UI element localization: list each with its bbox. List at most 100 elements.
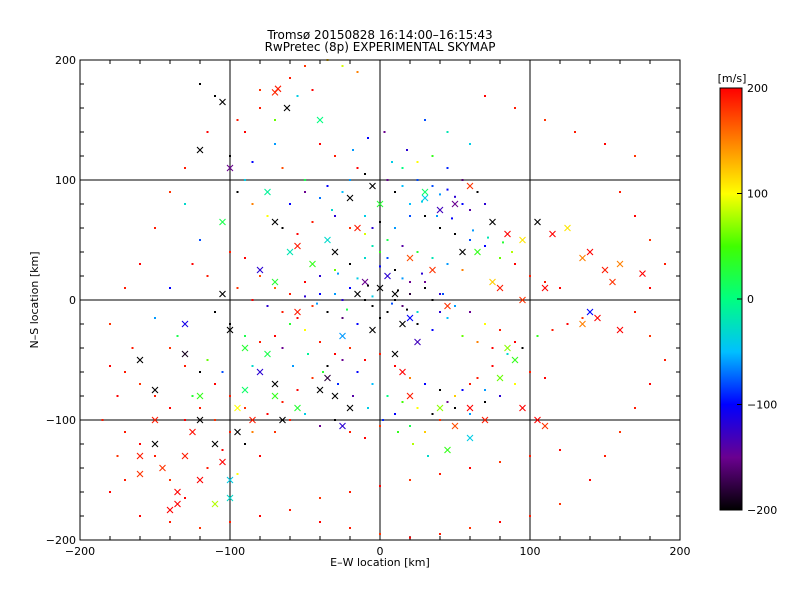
dot-marker bbox=[551, 329, 554, 331]
dot-marker bbox=[311, 377, 314, 379]
dot-marker bbox=[289, 77, 291, 79]
cross-marker bbox=[226, 494, 234, 502]
cross-marker bbox=[496, 374, 504, 382]
dot-marker bbox=[334, 419, 336, 421]
dot-marker bbox=[379, 317, 381, 319]
dot-marker bbox=[416, 161, 419, 163]
dot-marker bbox=[431, 413, 434, 415]
cross-marker bbox=[271, 392, 279, 400]
dot-marker bbox=[514, 341, 516, 343]
dot-marker bbox=[367, 407, 369, 409]
dot-marker bbox=[431, 257, 434, 259]
cross-marker bbox=[226, 326, 234, 334]
cross-marker bbox=[429, 266, 436, 274]
dot-marker bbox=[409, 215, 411, 217]
dot-marker bbox=[334, 269, 336, 271]
cross-marker bbox=[136, 470, 144, 478]
dot-marker bbox=[319, 197, 321, 199]
dot-marker bbox=[221, 371, 224, 373]
cross-marker bbox=[444, 446, 451, 454]
dot-marker bbox=[604, 143, 606, 145]
dot-marker bbox=[289, 419, 291, 421]
dot-marker bbox=[101, 419, 104, 421]
dot-marker bbox=[397, 289, 399, 292]
cross-marker bbox=[316, 386, 324, 394]
dot-marker bbox=[634, 407, 636, 409]
dot-marker bbox=[634, 311, 636, 313]
dot-marker bbox=[356, 323, 359, 325]
dot-marker bbox=[349, 527, 351, 529]
dot-marker bbox=[529, 455, 531, 457]
dot-marker bbox=[511, 251, 513, 253]
cross-marker bbox=[151, 416, 159, 424]
dot-marker bbox=[236, 191, 239, 193]
dot-marker bbox=[349, 263, 351, 265]
cross-marker bbox=[234, 404, 241, 412]
dot-marker bbox=[514, 263, 516, 265]
dot-marker bbox=[367, 284, 369, 287]
dot-marker bbox=[259, 515, 261, 517]
dot-marker bbox=[469, 209, 471, 211]
y-tick-labels: −200 −100 0 100 200 bbox=[46, 54, 76, 547]
dot-marker bbox=[469, 467, 471, 469]
dot-marker bbox=[169, 347, 171, 349]
dot-marker bbox=[296, 317, 299, 319]
dot-marker bbox=[349, 491, 351, 493]
cross-marker bbox=[586, 248, 594, 256]
dot-marker bbox=[436, 215, 438, 217]
dot-marker bbox=[349, 431, 351, 433]
dot-marker bbox=[472, 229, 474, 232]
cross-marker bbox=[331, 248, 339, 256]
cross-marker bbox=[399, 320, 406, 328]
cross-marker bbox=[616, 260, 624, 268]
cross-marker bbox=[594, 314, 601, 322]
dot-marker bbox=[386, 257, 389, 259]
dot-marker bbox=[416, 251, 419, 253]
dot-marker bbox=[431, 155, 434, 157]
cross-marker bbox=[211, 500, 219, 508]
dot-marker bbox=[364, 359, 366, 361]
dot-marker bbox=[184, 203, 186, 205]
dot-marker bbox=[289, 509, 291, 511]
dot-marker bbox=[529, 515, 531, 517]
dot-marker bbox=[139, 263, 141, 265]
x-tick-label: −100 bbox=[215, 545, 245, 558]
dot-marker bbox=[304, 65, 306, 67]
dot-marker bbox=[334, 353, 336, 355]
cross-marker bbox=[444, 302, 451, 310]
cross-marker bbox=[219, 458, 226, 466]
dot-marker bbox=[559, 449, 561, 451]
cross-marker bbox=[241, 344, 249, 352]
dot-marker bbox=[397, 431, 399, 433]
dot-marker bbox=[169, 407, 171, 409]
cross-marker bbox=[466, 434, 474, 442]
dot-marker bbox=[499, 395, 501, 397]
dot-marker bbox=[506, 353, 509, 355]
dot-marker bbox=[446, 131, 449, 133]
dot-marker bbox=[382, 419, 384, 421]
grid bbox=[79, 59, 681, 541]
dot-marker bbox=[319, 275, 321, 277]
dot-marker bbox=[409, 377, 411, 379]
dot-marker bbox=[454, 407, 456, 409]
dot-marker bbox=[476, 377, 479, 379]
dot-marker bbox=[364, 299, 366, 301]
dot-marker bbox=[412, 443, 414, 445]
dot-marker bbox=[401, 305, 404, 307]
cross-marker bbox=[639, 270, 646, 277]
dot-marker bbox=[319, 293, 321, 295]
cross-marker bbox=[294, 308, 301, 316]
dot-marker bbox=[139, 515, 141, 517]
dot-marker bbox=[214, 95, 216, 97]
dot-marker bbox=[461, 203, 464, 205]
dot-marker bbox=[229, 323, 231, 325]
cross-marker bbox=[541, 284, 549, 292]
cross-marker bbox=[196, 476, 204, 484]
cross-marker bbox=[159, 464, 166, 472]
dot-marker bbox=[439, 533, 441, 535]
dot-marker bbox=[206, 359, 209, 361]
cross-marker bbox=[511, 356, 519, 364]
dot-marker bbox=[341, 359, 344, 361]
dot-marker bbox=[341, 191, 344, 193]
